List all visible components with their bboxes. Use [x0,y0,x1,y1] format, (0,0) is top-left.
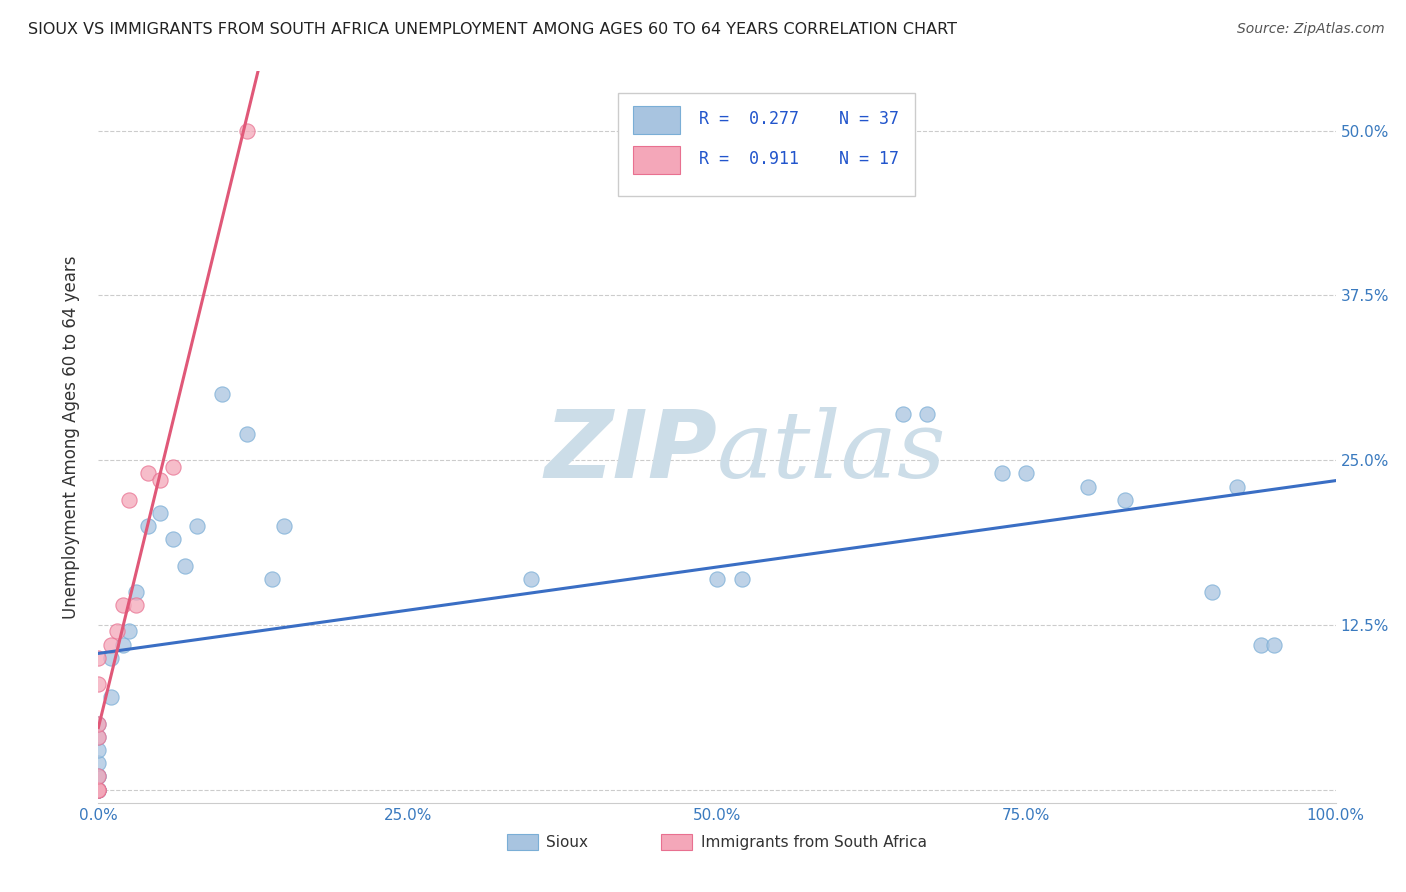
Point [100,690,122,705]
Point [87,769,110,783]
Point [706,572,728,586]
Point [211,387,233,401]
Point [105,624,128,639]
Point [174,558,197,573]
Point [87,650,110,665]
Y-axis label: Unemployment Among Ages 60 to 64 years: Unemployment Among Ages 60 to 64 years [62,255,80,619]
Point [162,533,184,547]
Point [1201,585,1223,599]
Point [236,426,259,441]
Point [149,506,172,520]
Text: ZIP: ZIP [544,406,717,498]
Point [87,756,110,771]
Text: Immigrants from South Africa: Immigrants from South Africa [702,835,927,850]
Text: R =  0.277    N = 37: R = 0.277 N = 37 [699,110,898,128]
FancyBboxPatch shape [619,94,915,195]
Point [87,716,110,731]
Text: R =  0.911    N = 17: R = 0.911 N = 17 [699,150,898,168]
Point [87,782,110,797]
Point [1226,479,1249,493]
Point [100,650,122,665]
FancyBboxPatch shape [633,106,681,134]
Text: atlas: atlas [717,407,946,497]
Point [1250,638,1272,652]
Point [1263,638,1285,652]
Point [186,519,208,533]
Point [87,769,110,783]
Point [990,467,1012,481]
Point [87,677,110,691]
Point [87,782,110,797]
Point [149,473,172,487]
Point [891,407,914,421]
Point [112,598,135,612]
Point [87,730,110,744]
FancyBboxPatch shape [633,146,681,174]
Point [731,572,754,586]
Text: SIOUX VS IMMIGRANTS FROM SOUTH AFRICA UNEMPLOYMENT AMONG AGES 60 TO 64 YEARS COR: SIOUX VS IMMIGRANTS FROM SOUTH AFRICA UN… [28,22,957,37]
Point [87,782,110,797]
Point [87,716,110,731]
Point [124,598,146,612]
Point [162,459,184,474]
Point [87,730,110,744]
Point [100,638,122,652]
Text: Source: ZipAtlas.com: Source: ZipAtlas.com [1237,22,1385,37]
Point [917,407,939,421]
Point [87,743,110,757]
Point [87,782,110,797]
Point [87,782,110,797]
Point [260,572,283,586]
FancyBboxPatch shape [506,834,537,850]
Point [1114,492,1136,507]
Point [273,519,295,533]
Point [136,519,159,533]
Point [124,585,146,599]
Text: Sioux: Sioux [547,835,588,850]
Point [112,638,135,652]
Point [118,624,141,639]
Point [1077,479,1099,493]
Point [136,467,159,481]
Point [520,572,543,586]
Point [87,782,110,797]
Point [236,123,259,137]
Point [87,782,110,797]
Point [118,492,141,507]
Point [87,769,110,783]
FancyBboxPatch shape [661,834,692,850]
Point [1015,467,1038,481]
